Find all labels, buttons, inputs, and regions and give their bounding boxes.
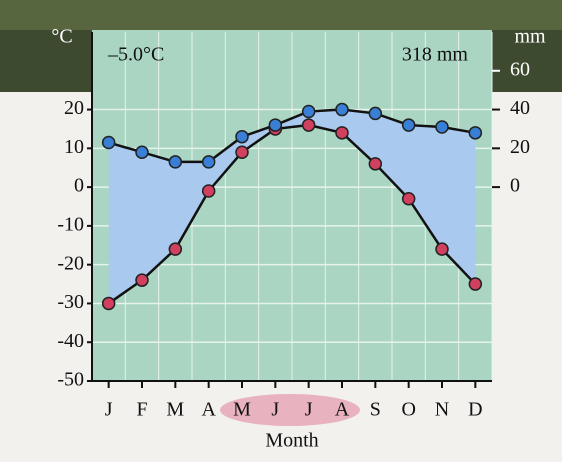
point <box>468 277 483 291</box>
y-tick-label: -20 <box>57 252 84 274</box>
y-tick-label: -30 <box>57 291 84 313</box>
x-tick-label: J <box>305 399 313 421</box>
point <box>201 155 216 169</box>
point <box>201 184 216 198</box>
point <box>435 120 449 134</box>
y-tick-label: 20 <box>64 97 84 119</box>
point <box>101 296 116 311</box>
point <box>135 145 149 159</box>
x-label: Month <box>265 430 318 452</box>
point <box>368 157 383 171</box>
x-tick-label: J <box>271 399 279 421</box>
point <box>301 104 316 119</box>
point <box>235 145 249 159</box>
x-tick-label: A <box>201 399 216 421</box>
x-tick-label: S <box>370 399 381 421</box>
series-line <box>107 123 477 305</box>
x-tick-label: M <box>166 399 184 421</box>
y2-tick-label: 0 <box>510 175 520 197</box>
x-tick-label: O <box>401 399 415 421</box>
photo-strip-light <box>0 0 562 30</box>
y2-tick-label: 20 <box>510 136 530 158</box>
x-tick-label: D <box>468 399 482 421</box>
point <box>135 273 149 287</box>
highlight <box>220 394 360 426</box>
y2-label: mm <box>514 26 546 48</box>
point <box>268 118 283 132</box>
y-tick-label: -50 <box>57 369 84 391</box>
y2-tick-label: 40 <box>510 97 530 119</box>
point <box>168 155 183 169</box>
point <box>401 118 416 132</box>
y-tick-label: -40 <box>57 330 84 352</box>
x-tick-label: J <box>105 399 113 421</box>
point <box>468 126 483 140</box>
point <box>368 106 383 121</box>
point <box>101 135 116 150</box>
point <box>401 191 416 206</box>
x-tick-label: F <box>136 399 147 421</box>
point <box>435 242 449 256</box>
x-tick-label: A <box>335 399 350 421</box>
y-tick-label: -10 <box>57 213 84 235</box>
x-tick-label: N <box>435 399 449 421</box>
y2-tick-label: 60 <box>510 58 530 80</box>
x-tick-label: M <box>233 399 251 421</box>
point <box>335 126 349 140</box>
y-label: °C <box>51 26 72 48</box>
point <box>168 242 183 256</box>
point <box>335 102 349 117</box>
y-tick-label: 0 <box>74 175 84 197</box>
y-tick-label: 10 <box>64 136 84 158</box>
annotation: 318 mm <box>402 44 469 66</box>
point <box>301 118 316 132</box>
point <box>235 129 249 144</box>
annotation: –5.0°C <box>107 44 164 66</box>
fill-area <box>108 109 476 304</box>
